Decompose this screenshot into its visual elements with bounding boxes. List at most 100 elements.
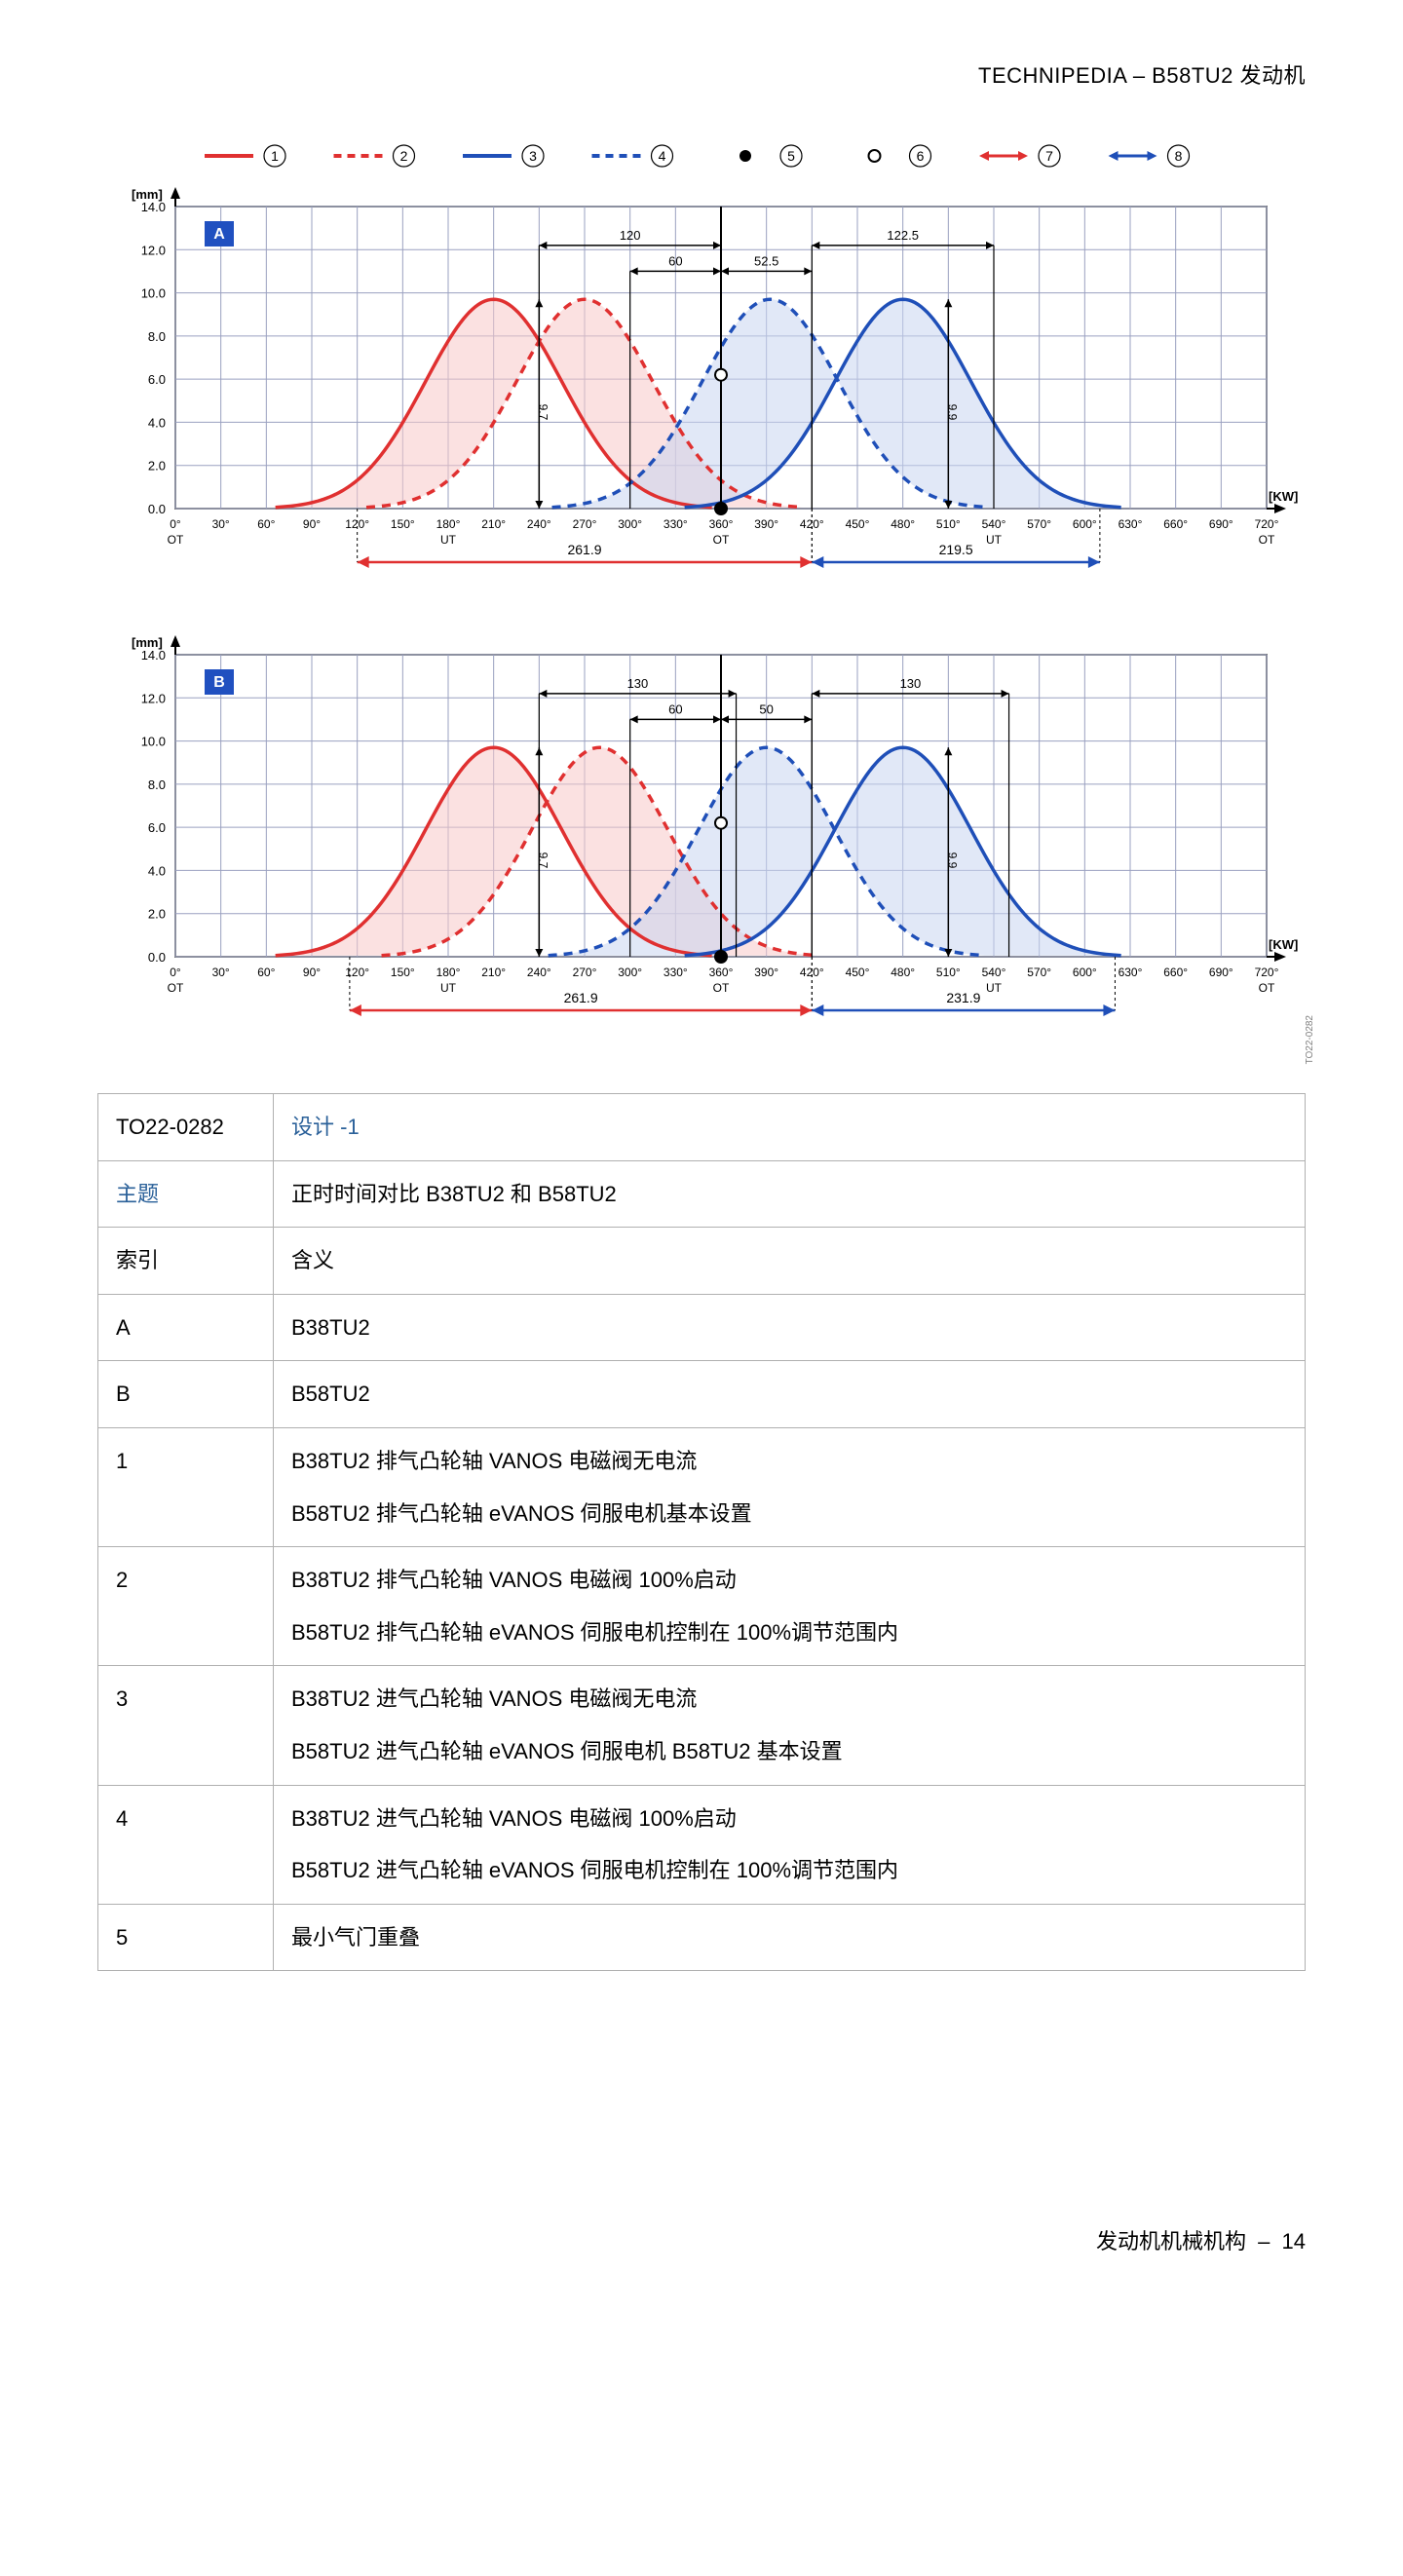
svg-text:[mm]: [mm] xyxy=(132,187,163,202)
svg-text:90°: 90° xyxy=(303,517,321,531)
timing-diagram-figure: 123456780.02.04.06.08.010.012.014.00°OT3… xyxy=(97,129,1306,1064)
svg-text:OT: OT xyxy=(713,981,730,995)
svg-text:4.0: 4.0 xyxy=(148,863,166,878)
svg-text:UT: UT xyxy=(440,533,457,547)
svg-text:0°: 0° xyxy=(170,966,181,979)
table-row: 索引含义 xyxy=(98,1228,1306,1295)
svg-text:UT: UT xyxy=(440,981,457,995)
svg-text:OT: OT xyxy=(1259,533,1275,547)
table-row: 5最小气门重叠 xyxy=(98,1904,1306,1971)
page-footer: 发动机机械机构 – 14 xyxy=(97,2224,1306,2255)
svg-text:240°: 240° xyxy=(527,517,551,531)
table-value: B38TU2 排气凸轮轴 VANOS 电磁阀 100%启动B58TU2 排气凸轮… xyxy=(274,1547,1306,1666)
svg-text:510°: 510° xyxy=(936,966,961,979)
svg-text:[KW]: [KW] xyxy=(1269,489,1298,504)
svg-text:300°: 300° xyxy=(618,517,642,531)
svg-text:480°: 480° xyxy=(891,517,915,531)
table-value: B38TU2 xyxy=(274,1294,1306,1361)
table-key: 5 xyxy=(98,1904,274,1971)
svg-text:12.0: 12.0 xyxy=(141,691,166,705)
svg-text:8.0: 8.0 xyxy=(148,329,166,344)
svg-text:10.0: 10.0 xyxy=(141,286,166,301)
svg-text:6: 6 xyxy=(917,148,925,164)
svg-text:261.9: 261.9 xyxy=(567,542,601,557)
svg-text:1: 1 xyxy=(271,148,279,164)
svg-text:122.5: 122.5 xyxy=(887,228,919,243)
svg-text:4: 4 xyxy=(659,148,666,164)
svg-text:60°: 60° xyxy=(257,517,275,531)
table-key: 1 xyxy=(98,1427,274,1546)
svg-text:270°: 270° xyxy=(573,517,597,531)
svg-text:OT: OT xyxy=(1259,981,1275,995)
svg-text:60°: 60° xyxy=(257,966,275,979)
table-key: 索引 xyxy=(98,1228,274,1295)
svg-text:390°: 390° xyxy=(754,517,778,531)
svg-text:8: 8 xyxy=(1175,148,1183,164)
svg-text:UT: UT xyxy=(986,981,1003,995)
svg-text:690°: 690° xyxy=(1209,517,1233,531)
svg-text:2.0: 2.0 xyxy=(148,907,166,922)
header-sep: – xyxy=(1126,63,1152,88)
svg-text:14.0: 14.0 xyxy=(141,648,166,663)
svg-text:510°: 510° xyxy=(936,517,961,531)
svg-text:300°: 300° xyxy=(618,966,642,979)
svg-text:60: 60 xyxy=(668,701,682,716)
table-value: B38TU2 进气凸轮轴 VANOS 电磁阀 100%启动B58TU2 进气凸轮… xyxy=(274,1785,1306,1904)
svg-text:330°: 330° xyxy=(664,966,688,979)
timing-chart-svg: 123456780.02.04.06.08.010.012.014.00°OT3… xyxy=(97,129,1306,1064)
svg-text:660°: 660° xyxy=(1163,517,1188,531)
svg-text:5: 5 xyxy=(787,148,795,164)
svg-text:600°: 600° xyxy=(1073,517,1097,531)
svg-text:9.7: 9.7 xyxy=(536,404,550,421)
table-key: 3 xyxy=(98,1666,274,1785)
table-value: 设计 -1 xyxy=(274,1094,1306,1161)
svg-text:[mm]: [mm] xyxy=(132,635,163,650)
table-key: 2 xyxy=(98,1547,274,1666)
svg-text:B: B xyxy=(213,674,225,691)
table-key: B xyxy=(98,1361,274,1428)
svg-text:630°: 630° xyxy=(1119,517,1143,531)
svg-text:[KW]: [KW] xyxy=(1269,937,1298,952)
table-row: 2B38TU2 排气凸轮轴 VANOS 电磁阀 100%启动B58TU2 排气凸… xyxy=(98,1547,1306,1666)
svg-text:180°: 180° xyxy=(436,966,461,979)
svg-text:390°: 390° xyxy=(754,966,778,979)
svg-text:150°: 150° xyxy=(391,966,415,979)
svg-text:3: 3 xyxy=(529,148,537,164)
svg-text:14.0: 14.0 xyxy=(141,200,166,214)
legend-table: TO22-0282设计 -1主题正时时间对比 B38TU2 和 B58TU2索引… xyxy=(97,1093,1306,1971)
table-value: B38TU2 排气凸轮轴 VANOS 电磁阀无电流B58TU2 排气凸轮轴 eV… xyxy=(274,1427,1306,1546)
svg-text:150°: 150° xyxy=(391,517,415,531)
svg-text:120°: 120° xyxy=(345,966,369,979)
svg-text:360°: 360° xyxy=(709,966,734,979)
table-row: AB38TU2 xyxy=(98,1294,1306,1361)
svg-text:360°: 360° xyxy=(709,517,734,531)
svg-text:60: 60 xyxy=(668,253,682,268)
svg-text:9.9: 9.9 xyxy=(945,404,959,421)
svg-text:540°: 540° xyxy=(982,966,1006,979)
svg-text:6.0: 6.0 xyxy=(148,820,166,835)
svg-text:330°: 330° xyxy=(664,517,688,531)
svg-text:12.0: 12.0 xyxy=(141,243,166,257)
svg-text:219.5: 219.5 xyxy=(939,542,973,557)
svg-text:630°: 630° xyxy=(1119,966,1143,979)
table-value: B38TU2 进气凸轮轴 VANOS 电磁阀无电流B58TU2 进气凸轮轴 eV… xyxy=(274,1666,1306,1785)
table-value: 含义 xyxy=(274,1228,1306,1295)
svg-text:130: 130 xyxy=(627,676,649,691)
svg-text:600°: 600° xyxy=(1073,966,1097,979)
svg-text:180°: 180° xyxy=(436,517,461,531)
footer-page: 14 xyxy=(1282,2229,1306,2254)
table-key: TO22-0282 xyxy=(98,1094,274,1161)
svg-text:480°: 480° xyxy=(891,966,915,979)
svg-text:570°: 570° xyxy=(1027,517,1051,531)
header-title: B58TU2 发动机 xyxy=(1152,63,1306,88)
table-row: 4B38TU2 进气凸轮轴 VANOS 电磁阀 100%启动B58TU2 进气凸… xyxy=(98,1785,1306,1904)
svg-text:OT: OT xyxy=(168,533,184,547)
svg-text:9.7: 9.7 xyxy=(536,852,550,869)
svg-text:450°: 450° xyxy=(846,966,870,979)
svg-text:OT: OT xyxy=(713,533,730,547)
table-value: 最小气门重叠 xyxy=(274,1904,1306,1971)
page-header: TECHNIPEDIA – B58TU2 发动机 xyxy=(97,58,1306,90)
svg-text:660°: 660° xyxy=(1163,966,1188,979)
table-value: 正时时间对比 B38TU2 和 B58TU2 xyxy=(274,1160,1306,1228)
svg-text:540°: 540° xyxy=(982,517,1006,531)
